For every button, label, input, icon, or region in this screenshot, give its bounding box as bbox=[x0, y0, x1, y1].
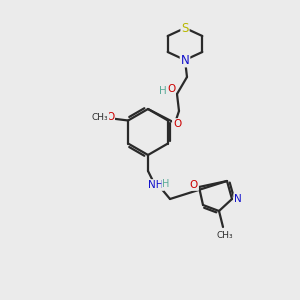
Text: S: S bbox=[181, 22, 189, 34]
Text: N: N bbox=[181, 53, 189, 67]
Text: N: N bbox=[234, 194, 242, 204]
Text: H: H bbox=[162, 179, 170, 189]
Text: O: O bbox=[190, 180, 198, 190]
Text: NH: NH bbox=[148, 180, 164, 190]
Text: O: O bbox=[167, 84, 175, 94]
Text: O: O bbox=[173, 119, 181, 129]
Text: CH₃: CH₃ bbox=[92, 113, 108, 122]
Text: O: O bbox=[106, 112, 114, 122]
Text: H: H bbox=[159, 86, 167, 96]
Text: CH₃: CH₃ bbox=[217, 230, 233, 239]
